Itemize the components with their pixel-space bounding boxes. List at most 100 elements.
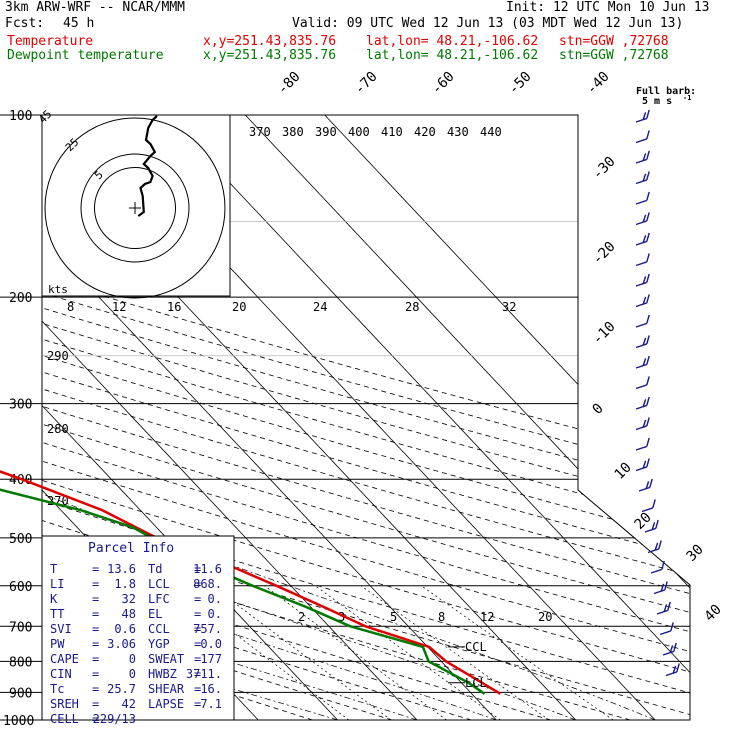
wind-barb [635,343,648,349]
parcel-eq: = [194,667,201,681]
mixing-ratio-label: 12 [112,300,126,314]
parcel-panel [41,535,235,721]
isotherm-label: -50 [506,69,535,98]
wind-barb [645,481,650,489]
mixing-ratio-line [421,585,614,720]
wind-barb [646,355,650,365]
isotherm-label: 40 [702,602,725,625]
dry-adiabat [42,115,690,720]
wind-barb [661,560,665,570]
parcel-label: LCL [148,577,170,591]
parcel-label: Tc [50,682,64,696]
dry-adiabat [42,115,690,720]
parcel-label: EL [148,607,162,621]
wind-barb [638,486,651,492]
wind-barb [646,417,650,427]
parcel-value: 25.7 [107,682,136,696]
wind-barb [635,466,648,472]
parcel-eq: = [194,682,201,696]
wind-barb [652,499,656,509]
wind-barb [663,604,668,612]
model-title: 3km ARW-WRF -- NCAR/MMM [5,0,186,15]
isotherm-line [42,115,418,720]
parcel-title: Parcel Info [88,541,174,556]
parcel-eq: = [92,607,99,621]
pressure-label: 900 [9,686,32,701]
pressure-label: 500 [9,532,32,547]
parcel-value: 13.6 [107,562,136,576]
wind-barb [646,232,650,242]
dewpoint-legend: Dewpoint temperature [7,48,164,63]
parcel-label: K [50,592,58,606]
wind-barb [635,220,648,226]
parcel-value: 0. [208,592,222,606]
wind-barb [646,150,650,160]
wind-barb [642,337,647,346]
temperature-profile [0,470,501,695]
wind-barb [676,663,680,673]
parcel-label: CIN [50,667,72,681]
parcel-value: 757. [193,622,222,636]
isotherm-label: -10 [590,319,619,348]
wind-barb [646,314,650,324]
pressure-label: 600 [9,580,32,595]
parcel-label: YGP [148,637,170,651]
parcel-label: LI [50,577,64,591]
moist-adiabat [42,269,418,720]
forecast-hours: 45 h [63,16,95,31]
wind-barb [646,376,650,386]
wind-barb [642,419,647,428]
wind-barb [642,173,647,182]
wind-barb [642,112,647,120]
isotherm-label: -60 [429,69,458,98]
pressure-label: 100 [9,109,32,124]
isotherm-line [165,115,690,720]
valid-time: Valid: 09 UTC Wed 12 Jun 13 (03 MDT Wed … [292,16,684,31]
dewpoint-xy: x,y=251.43,835.76 [203,48,337,63]
hodograph-unit-label: kts [48,283,68,296]
isotherm-line [245,115,690,720]
wind-barb [659,630,672,636]
parcel-label: TT [50,607,64,621]
mixing-ratio-label: 24 [313,300,327,314]
hodograph-ring [94,167,176,249]
forecast-label: Fcst: [5,16,45,31]
parcel-label: SVI [50,622,72,636]
parcel-eq: = [92,562,99,576]
isotherm-label: -80 [275,69,304,98]
mixing-ratio-label: 8 [438,610,445,624]
mixing-ratio-label: 20 [232,300,246,314]
temperature-legend: Temperature [7,34,94,49]
parcel-eq: = [92,682,99,696]
wind-barb [635,138,648,144]
isotherm-label: -30 [590,154,619,183]
parcel-label: CELL [50,712,79,726]
parcel-value: 0. [208,607,222,621]
hodograph-ring [44,117,226,299]
mixing-ratio-line [264,585,447,720]
pressure-label: 200 [9,291,32,306]
hodograph-box [41,114,231,297]
wind-barb [642,235,647,243]
dry-adiabat [42,115,690,720]
wind-barb [646,130,650,140]
wind-barb [646,335,650,345]
isotherm-label: 0 [590,401,607,418]
theta-label: 420 [414,125,436,139]
pressure-label: 300 [9,398,32,413]
wind-barb [642,460,647,469]
parcel-value: 229/13 [93,712,136,726]
dry-adiabat [42,115,690,720]
dry-adiabat [42,115,690,720]
theta-label: 370 [249,125,271,139]
parcel-value: 0 [129,667,136,681]
mixing-ratio-label: 12 [480,610,494,624]
parcel-value: 42 [122,697,136,711]
hodograph-ring [80,153,190,263]
mixing-ratio-label: 2 [298,610,305,624]
isotherm-label: 10 [612,460,635,483]
wind-barb [635,281,648,287]
wind-barb [646,458,650,468]
wind-barb [656,609,669,615]
